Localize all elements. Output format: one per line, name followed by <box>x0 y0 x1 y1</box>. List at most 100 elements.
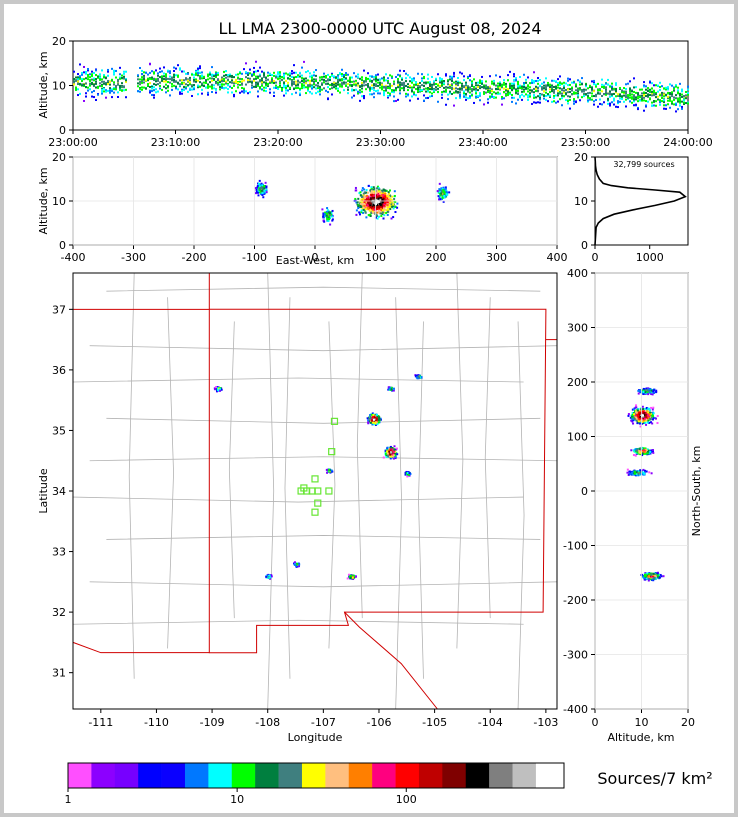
time-altitude-source-mark <box>563 91 565 94</box>
east-west-source-mark <box>439 194 442 197</box>
plan-view-ytick-label: 35 <box>52 424 66 437</box>
plan-view-source-mark <box>391 455 394 458</box>
time-altitude-source-mark <box>453 75 455 78</box>
east-west-source-mark <box>387 191 390 194</box>
time-altitude-source-mark <box>609 104 611 107</box>
east-west-source-mark <box>382 209 385 212</box>
time-altitude-source-mark <box>111 67 113 70</box>
time-altitude-source-mark <box>213 87 215 90</box>
time-altitude-source-mark <box>191 84 193 87</box>
time-altitude-source-mark <box>455 82 457 85</box>
time-altitude-source-mark <box>523 88 525 91</box>
time-altitude-source-mark <box>165 80 167 83</box>
time-altitude-source-mark <box>671 101 673 104</box>
east-west-source-mark <box>370 186 373 189</box>
time-altitude-source-mark <box>403 89 405 92</box>
time-altitude-source-mark <box>349 80 351 83</box>
lma-figure: LL LMA 2300-0000 UTC August 08, 2024 010… <box>37 19 713 806</box>
time-altitude-source-mark <box>555 101 557 104</box>
plan-view-source-mark <box>367 419 370 422</box>
time-altitude-source-mark <box>377 78 379 81</box>
time-altitude-source-mark <box>491 82 493 85</box>
plan-view-source-mark <box>367 421 370 424</box>
time-altitude-source-mark <box>593 103 595 106</box>
time-altitude-source-mark <box>487 90 489 93</box>
time-altitude-source-mark <box>655 91 657 94</box>
lma-station-marker <box>303 487 311 495</box>
time-altitude-source-mark <box>549 88 551 91</box>
time-altitude-source-mark <box>381 88 383 91</box>
time-altitude-source-mark <box>637 108 639 111</box>
time-altitude-source-mark <box>397 73 399 76</box>
plan-view-source-mark <box>390 456 393 459</box>
north-south-source-mark <box>630 449 633 452</box>
north-south-source-mark <box>648 417 651 420</box>
plan-view-source-mark <box>374 421 377 424</box>
east-west-source-mark <box>363 188 366 191</box>
time-altitude-source-mark <box>483 92 485 95</box>
time-altitude-source-mark <box>177 74 179 77</box>
time-altitude-source-mark <box>369 88 371 91</box>
time-altitude-source-mark <box>85 82 87 85</box>
time-altitude-source-mark <box>239 71 241 74</box>
time-altitude-source-mark <box>501 86 503 89</box>
time-altitude-source-mark <box>661 91 663 94</box>
time-altitude-source-mark <box>157 90 159 93</box>
time-altitude-source-mark <box>125 79 127 82</box>
time-altitude-source-mark <box>541 93 543 96</box>
time-altitude-source-mark <box>327 78 329 81</box>
time-altitude-source-mark <box>505 85 507 88</box>
plan-view-source-mark <box>216 387 219 390</box>
time-altitude-source-mark <box>279 84 281 87</box>
time-altitude-source-mark <box>525 93 527 96</box>
time-altitude-source-mark <box>625 95 627 98</box>
time-altitude-source-mark <box>179 67 181 70</box>
north-south-source-mark <box>651 418 654 421</box>
plan-view-source-mark <box>379 418 382 421</box>
time-altitude-source-mark <box>313 86 315 89</box>
time-altitude-source-mark <box>179 83 181 86</box>
time-altitude-source-mark <box>153 77 155 80</box>
state-boundaries <box>72 273 557 710</box>
east-west-source-mark <box>372 186 375 189</box>
time-altitude-source-mark <box>169 75 171 78</box>
time-altitude-source-mark <box>259 80 261 83</box>
time-altitude-source-mark <box>357 73 359 76</box>
time-altitude-source-mark <box>549 83 551 86</box>
time-altitude-source-mark <box>213 75 215 78</box>
time-altitude-source-mark <box>115 76 117 79</box>
time-altitude-source-mark <box>301 66 303 69</box>
time-altitude-source-mark <box>237 83 239 86</box>
plan-view-source-mark <box>346 577 349 580</box>
time-altitude-source-mark <box>113 71 115 74</box>
east-west-source-mark <box>393 197 396 200</box>
time-altitude-source-mark <box>285 89 287 92</box>
time-altitude-source-mark <box>77 94 79 97</box>
time-altitude-source-mark <box>499 87 501 90</box>
time-altitude-source-mark <box>495 74 497 77</box>
time-altitude-source-mark <box>529 95 531 98</box>
time-altitude-source-mark <box>653 100 655 103</box>
time-altitude-source-mark <box>679 97 681 100</box>
time-altitude-source-mark <box>397 98 399 101</box>
time-altitude-source-mark <box>169 81 171 84</box>
east-west-source-mark <box>376 202 379 205</box>
plan-view-source-mark <box>392 454 395 457</box>
time-altitude-source-mark <box>261 82 263 85</box>
time-altitude-source-mark <box>337 78 339 81</box>
north-south-source-mark <box>635 404 638 407</box>
time-altitude-source-mark <box>315 74 317 77</box>
time-altitude-source-mark <box>613 99 615 102</box>
time-altitude-source-mark <box>523 83 525 86</box>
east-west-source-mark <box>385 200 388 203</box>
time-altitude-source-mark <box>597 89 599 92</box>
time-altitude-source-mark <box>623 87 625 90</box>
time-altitude-source-mark <box>489 85 491 88</box>
time-altitude-source-mark <box>125 78 127 81</box>
time-altitude-source-mark <box>257 77 259 80</box>
time-altitude-source-mark <box>363 95 365 98</box>
time-altitude-source-mark <box>331 82 333 85</box>
time-altitude-source-mark <box>611 93 613 96</box>
plan-view-source-mark <box>296 563 299 566</box>
plan-view-source-mark <box>416 377 419 380</box>
